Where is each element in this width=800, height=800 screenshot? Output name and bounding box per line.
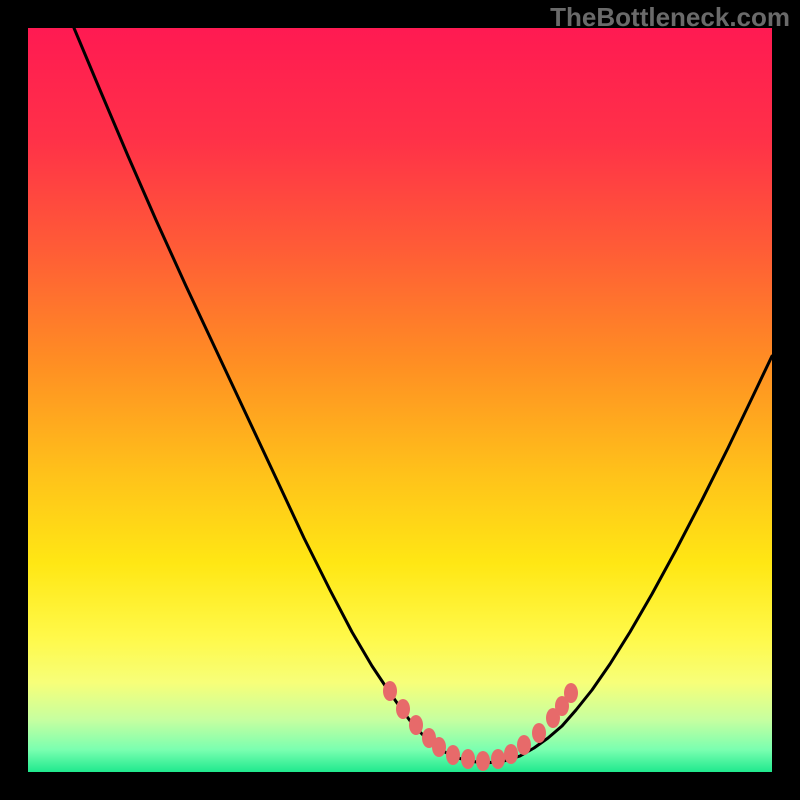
- curve-marker: [564, 683, 578, 703]
- chart-background: [28, 28, 772, 772]
- curve-marker: [504, 744, 518, 764]
- curve-marker: [446, 745, 460, 765]
- curve-marker: [532, 723, 546, 743]
- curve-marker: [491, 749, 505, 769]
- curve-marker: [409, 715, 423, 735]
- curve-marker: [383, 681, 397, 701]
- curve-marker: [432, 737, 446, 757]
- bottleneck-chart: [0, 0, 800, 800]
- chart-frame: TheBottleneck.com: [0, 0, 800, 800]
- curve-marker: [461, 749, 475, 769]
- watermark-text: TheBottleneck.com: [550, 2, 790, 33]
- curve-marker: [476, 751, 490, 771]
- curve-marker: [517, 735, 531, 755]
- curve-marker: [396, 699, 410, 719]
